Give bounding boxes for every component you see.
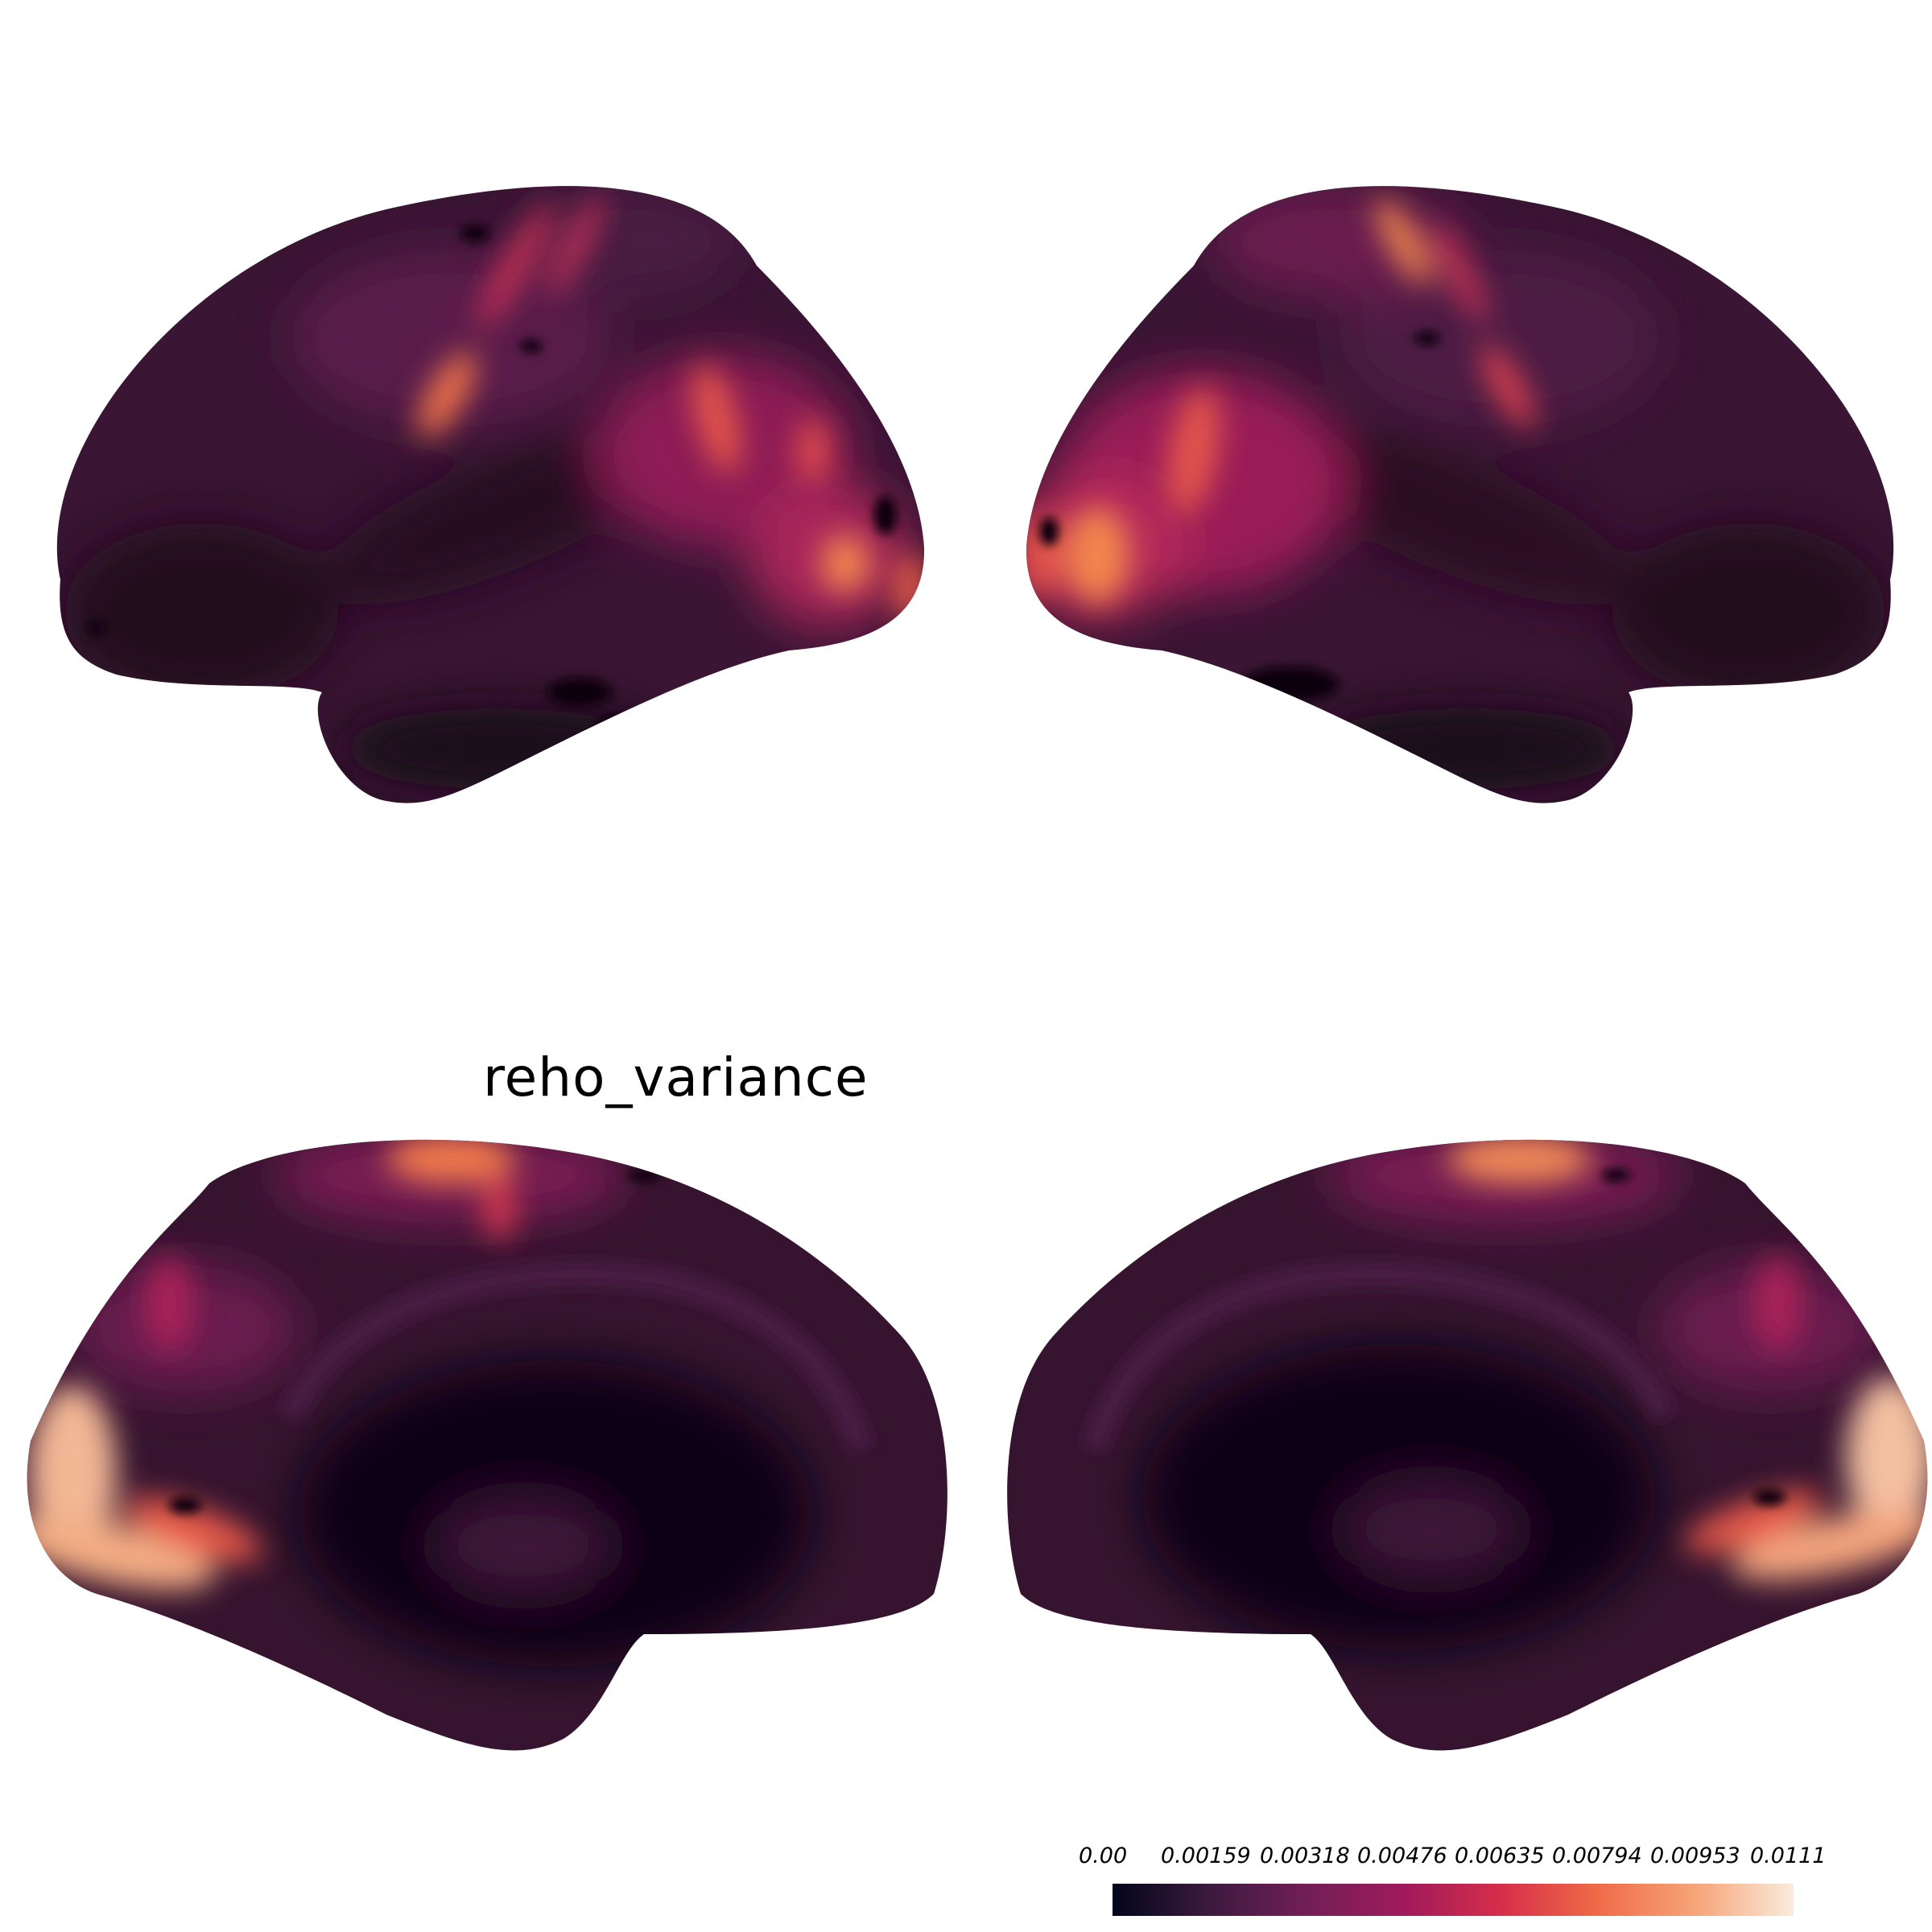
- right-medial-hemisphere: [1007, 1139, 1928, 1751]
- colorbar-gradient: [1113, 1884, 1794, 1916]
- colorbar-tick-5: 0.00794: [1552, 1843, 1642, 1868]
- left-medial-hemisphere: [27, 1139, 947, 1751]
- colorbar-tick-2: 0.00318: [1260, 1843, 1350, 1868]
- right-lateral-hemisphere: [1026, 186, 1894, 803]
- colorbar-tick-labels: 0.00 0.00159 0.00318 0.00476 0.00635 0.0…: [1071, 1843, 1826, 1876]
- figure-title: reho_variance: [483, 1046, 869, 1108]
- colorbar-tick-3: 0.00476: [1357, 1843, 1447, 1868]
- colorbar-tick-6: 0.00953: [1650, 1843, 1740, 1868]
- colorbar-tick-7: 0.0111: [1750, 1843, 1827, 1868]
- colorbar-tick-4: 0.00635: [1455, 1843, 1545, 1868]
- colorbar-tick-0: 0.00: [1079, 1843, 1128, 1868]
- left-lateral-hemisphere: [56, 186, 925, 803]
- colorbar-tick-1: 0.00159: [1161, 1843, 1251, 1868]
